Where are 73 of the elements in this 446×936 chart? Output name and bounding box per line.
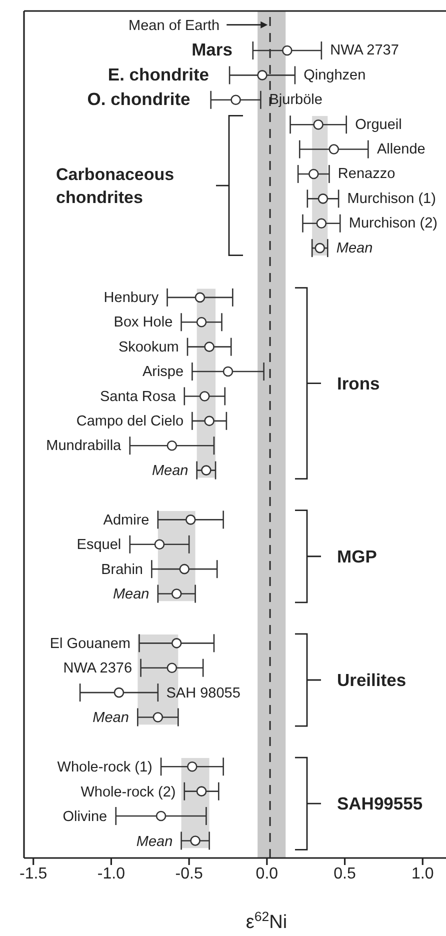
x-axis-title: ε$^{62}$Ni	[246, 908, 288, 933]
annotation: Carbonaceous chondrites	[56, 164, 174, 207]
y-tick-label: Qinghzen	[304, 67, 366, 84]
y-tick-label: Esquel	[76, 537, 122, 554]
point	[316, 218, 327, 229]
point	[204, 342, 214, 352]
point	[318, 194, 328, 204]
y-tick-label: Whole-rock (2)	[80, 784, 176, 800]
point	[328, 144, 340, 154]
point	[308, 168, 319, 180]
y-tick-label: Santa Rosa	[100, 388, 177, 405]
y-tick-label: Renazzo	[338, 166, 396, 182]
y-tick-label: SAH 98055	[166, 685, 240, 702]
point	[187, 761, 198, 772]
y-tick-label: Mundrabilla	[46, 438, 122, 454]
point	[154, 539, 165, 550]
y-tick-label: Campo del Cielo	[76, 413, 184, 430]
annotation: Mars	[192, 40, 233, 60]
point	[314, 242, 326, 254]
point	[313, 119, 324, 130]
annotation: O. chondrite	[87, 89, 191, 110]
y-tick-label: Mean	[92, 710, 129, 726]
y-tick-label: Henbury	[104, 290, 160, 306]
point	[166, 662, 178, 674]
point	[257, 70, 268, 80]
point	[204, 416, 214, 426]
y-tick-label: Mean	[152, 462, 188, 479]
point	[222, 366, 234, 377]
x-tick-label: -1.0	[97, 865, 126, 882]
point	[196, 316, 207, 328]
y-tick-label: NWA 2376	[63, 660, 132, 677]
y-tick-label: Olivine	[62, 809, 108, 826]
y-tick-label: Mean	[112, 586, 150, 603]
y-tick-label: Allende	[376, 142, 426, 158]
annotation: Ureilites	[337, 670, 406, 690]
point	[194, 292, 206, 303]
point	[201, 465, 212, 476]
x-tick-label: 1.0	[412, 865, 434, 882]
annotation: SAH99555	[337, 794, 423, 814]
x-tick-label: -0.5	[175, 865, 203, 882]
point	[190, 836, 200, 846]
y-tick-label: Admire	[103, 512, 150, 528]
point	[199, 391, 210, 402]
point	[185, 514, 196, 525]
y-tick-label: Whole-rock (1)	[57, 760, 152, 776]
point	[230, 94, 241, 106]
y-tick-label: Arispe	[142, 364, 184, 380]
y-tick-label: El Gouanem	[50, 636, 131, 652]
point	[166, 440, 178, 451]
y-tick-label: Box Hole	[114, 314, 173, 331]
y-tick-label: Murchison (1)	[347, 190, 436, 207]
annotation: E. chondrite	[108, 64, 210, 84]
annotation: Irons	[337, 373, 380, 394]
point	[152, 712, 164, 722]
y-tick-label: NWA 2737	[330, 42, 399, 59]
x-tick-label: 0.0	[256, 865, 278, 882]
x-tick-label: -1.5	[20, 865, 48, 882]
y-tick-label: Brahin	[101, 562, 143, 578]
y-tick-label: Murchison (2)	[348, 216, 438, 232]
point	[156, 810, 166, 822]
point	[179, 564, 190, 574]
y-tick-label: Mean	[136, 834, 173, 850]
y-tick-label: Orgueil	[355, 116, 402, 133]
point	[171, 638, 182, 648]
point	[282, 45, 292, 56]
x-tick-label: 0.5	[334, 865, 356, 882]
ref-line-label: Mean of Earth	[128, 18, 220, 34]
point	[114, 687, 124, 698]
point	[196, 786, 207, 796]
annotation: MGP	[337, 546, 378, 567]
point	[171, 588, 182, 599]
y-tick-label: Skookum	[118, 339, 179, 356]
y-tick-label: Mean	[336, 240, 373, 256]
